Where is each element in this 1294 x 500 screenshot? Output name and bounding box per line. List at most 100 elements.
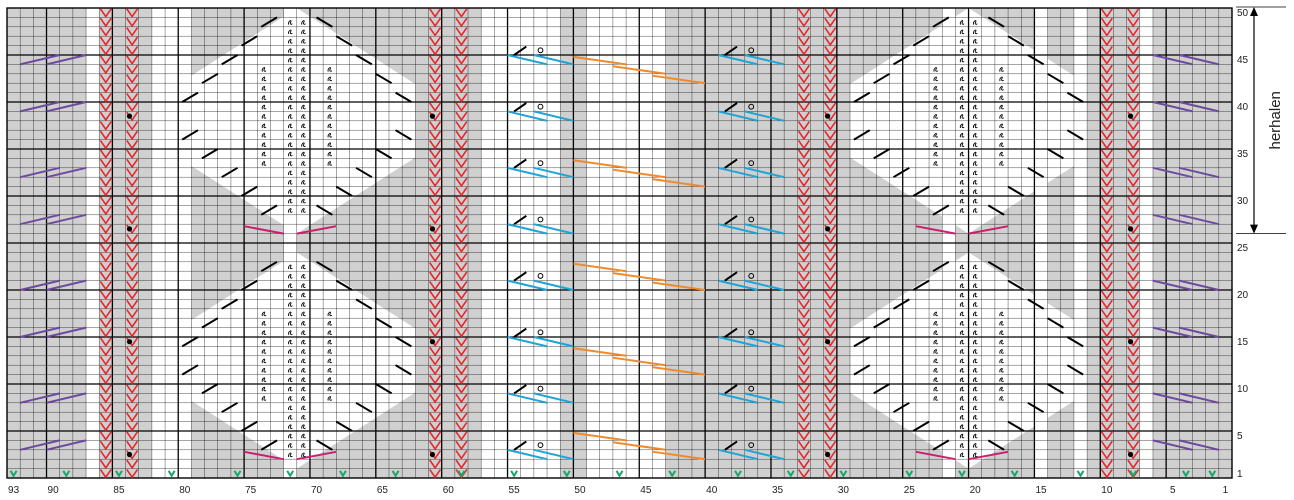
slip-stitch-icon <box>1076 470 1085 478</box>
red-v-cable-icon <box>1127 384 1140 395</box>
yarn-over-icon <box>537 216 544 223</box>
twisted-stitch-icon <box>933 76 939 82</box>
red-v-cable-icon <box>126 64 139 75</box>
twisted-stitch-icon <box>327 123 333 129</box>
twisted-stitch-icon <box>973 424 978 429</box>
red-v-cable-icon <box>99 262 112 272</box>
red-v-cable-icon <box>824 280 837 291</box>
black-slash-icon <box>513 158 527 169</box>
black-cross-icon <box>260 260 278 273</box>
twisted-stitch-icon <box>973 405 978 411</box>
slip-stitch-icon <box>62 470 71 478</box>
twisted-stitch-icon <box>288 189 293 194</box>
twisted-stitch-icon <box>288 104 293 110</box>
red-v-cable-icon <box>1127 299 1140 310</box>
red-v-cable-icon <box>1127 421 1140 432</box>
red-v-cable-icon <box>99 318 112 329</box>
twisted-stitch-icon <box>959 123 965 129</box>
purple-cross-icon <box>1152 326 1193 338</box>
black-cross-icon <box>201 383 219 395</box>
red-v-cable-icon <box>126 440 139 451</box>
red-v-cable-icon <box>429 168 442 178</box>
red-v-cable-icon <box>99 111 112 122</box>
red-v-cable-icon <box>429 102 442 113</box>
red-v-cable-icon <box>126 121 139 131</box>
red-v-cable-icon <box>99 440 112 451</box>
stitch-number-label: 25 <box>904 485 916 496</box>
yarn-over-icon <box>537 329 544 336</box>
red-v-cable-icon <box>126 393 139 404</box>
stitch-number-label: 65 <box>377 485 389 496</box>
slip-stitch-icon <box>839 470 848 478</box>
red-v-cable-icon <box>1100 290 1113 301</box>
red-v-cable-icon <box>1127 309 1140 319</box>
red-v-cable-icon <box>797 233 810 244</box>
red-v-cable-icon <box>1100 262 1113 272</box>
row-number-label: 20 <box>1237 290 1249 301</box>
red-v-cable-icon <box>99 83 112 94</box>
black-cross-icon <box>932 204 950 216</box>
black-slash-icon <box>513 214 527 226</box>
twisted-stitch-icon <box>999 95 1004 100</box>
row-number-label: 50 <box>1237 8 1249 19</box>
twisted-stitch-icon <box>288 95 293 100</box>
red-v-cable-icon <box>455 205 468 216</box>
red-v-cable-icon <box>429 158 442 169</box>
slip-stitch-icon <box>339 470 347 478</box>
red-v-cable-icon <box>1100 168 1113 178</box>
red-v-cable-icon <box>1100 149 1113 160</box>
twisted-stitch-icon <box>973 161 978 166</box>
red-v-cable-icon <box>1127 412 1140 423</box>
twisted-stitch-icon <box>301 264 306 270</box>
yarn-over-icon <box>748 47 755 54</box>
red-v-cable-icon <box>1100 45 1113 56</box>
red-v-cable-icon <box>126 459 139 470</box>
twisted-stitch-icon <box>261 377 267 382</box>
slip-stitch-icon <box>615 470 624 478</box>
red-v-cable-icon <box>824 177 837 188</box>
twisted-stitch-icon <box>327 349 333 354</box>
red-v-cable-icon <box>824 299 837 310</box>
cyan-cross-icon <box>718 279 759 291</box>
twisted-stitch-icon <box>973 264 978 270</box>
black-cross-icon <box>1066 364 1084 376</box>
twisted-stitch-icon <box>933 396 939 401</box>
red-v-cable-icon <box>797 299 810 310</box>
twisted-stitch-icon <box>973 48 978 53</box>
red-v-cable-icon <box>1100 224 1113 235</box>
purple-cross-icon <box>1179 54 1220 66</box>
red-v-cable-icon <box>126 318 139 329</box>
red-v-cable-icon <box>824 17 837 28</box>
red-v-cable-icon <box>797 309 810 319</box>
twisted-stitch-icon <box>959 133 965 138</box>
red-v-cable-icon <box>1127 8 1140 19</box>
red-v-cable-icon <box>455 393 468 404</box>
orange-cross-icon <box>573 55 627 66</box>
red-v-cable-icon <box>126 27 139 37</box>
twisted-stitch-icon <box>301 114 306 119</box>
red-v-cable-icon <box>1127 92 1140 103</box>
twisted-stitch-icon <box>959 349 965 354</box>
twisted-stitch-icon <box>288 349 293 354</box>
black-cross-icon <box>395 336 412 348</box>
red-v-cable-icon <box>99 205 112 216</box>
bobble-dot-icon <box>126 339 133 345</box>
red-v-cable-icon <box>126 327 139 338</box>
red-v-cable-icon <box>824 36 837 47</box>
twisted-stitch-icon <box>959 170 965 176</box>
red-v-cable-icon <box>99 337 112 348</box>
black-cross-icon <box>932 16 950 28</box>
red-v-cable-icon <box>429 252 442 263</box>
purple-cross-icon <box>46 279 87 291</box>
slip-stitch-icon <box>233 470 242 478</box>
red-v-cable-icon <box>455 243 468 254</box>
red-v-cable-icon <box>797 224 810 235</box>
black-cross-icon <box>181 336 199 348</box>
twisted-stitch-icon <box>959 57 965 63</box>
red-v-cable-icon <box>797 365 810 376</box>
twisted-stitch-icon <box>933 151 939 157</box>
cyan-cross-icon <box>533 166 574 179</box>
twisted-stitch-icon <box>999 386 1004 392</box>
purple-cross-icon <box>46 326 87 338</box>
twisted-stitch-icon <box>999 76 1004 82</box>
